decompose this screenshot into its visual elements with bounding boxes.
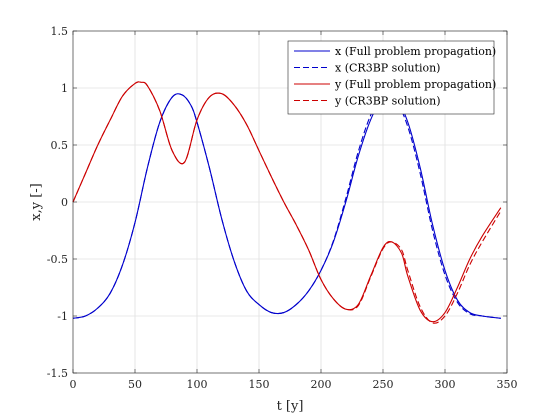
y-tick-label: 0 — [61, 196, 68, 209]
legend-box — [287, 40, 495, 115]
x-tick-label: 100 — [187, 378, 208, 391]
y-tick-label: -1 — [57, 310, 68, 323]
x-tick-label: 0 — [70, 378, 77, 391]
legend-label: x (Full problem propagation) — [335, 45, 496, 58]
y-tick-label: 1.5 — [51, 25, 69, 38]
y-tick-label: 0.5 — [51, 139, 69, 152]
legend-label: y (Full problem propagation) — [334, 78, 496, 91]
series-line-2 — [72, 93, 501, 319]
legend: x (Full problem propagation) x (CR3BP sol… — [287, 40, 496, 115]
y-axis-label: x,y [-] — [29, 183, 44, 220]
x-axis-label: t [y] — [277, 399, 304, 414]
x-tick-label: 50 — [128, 378, 142, 391]
series-group — [72, 81, 502, 324]
legend-label: y (CR3BP solution) — [334, 95, 441, 108]
series-line-3 — [72, 81, 502, 323]
x-tick-label: 200 — [311, 378, 332, 391]
x-tick-label: 150 — [249, 378, 270, 391]
y-tick-label: -1.5 — [47, 367, 68, 380]
legend-label: x (CR3BP solution) — [335, 62, 440, 75]
y-tick-label: 1 — [61, 82, 68, 95]
x-tick-label: 250 — [373, 378, 394, 391]
x-tick-label: 300 — [435, 378, 456, 391]
x-tick-label: 350 — [497, 378, 518, 391]
ticks: 0 50 100 150 200 250 300 350 -1.5 -1 -0.5 0 0.5 1 1.5 — [47, 25, 518, 391]
y-tick-label: -0.5 — [47, 253, 68, 266]
